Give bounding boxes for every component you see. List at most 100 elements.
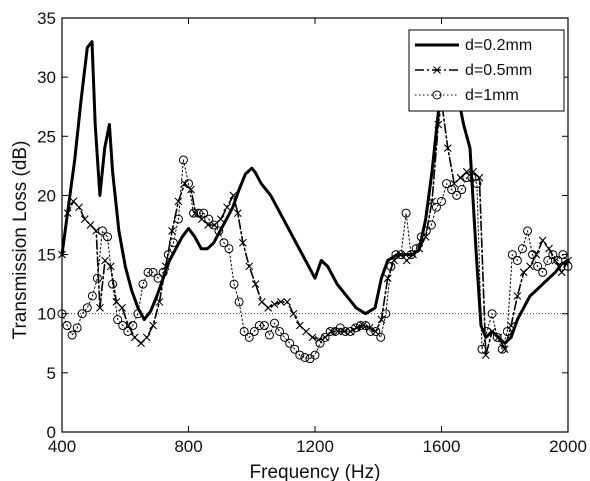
data-point-2 <box>173 214 183 224</box>
data-point-2 <box>123 326 133 336</box>
data-point-1 <box>174 197 183 206</box>
data-point-1 <box>92 227 101 235</box>
data-point-2 <box>416 232 426 242</box>
data-point-1 <box>239 238 247 247</box>
data-point-2 <box>543 255 553 265</box>
data-point-2 <box>189 208 199 218</box>
x-tick-label: 400 <box>48 437 76 456</box>
data-point-2 <box>87 291 97 301</box>
data-point-2 <box>477 344 487 354</box>
data-point-2 <box>325 326 335 336</box>
data-point-2 <box>148 267 158 277</box>
data-point-2 <box>234 297 244 307</box>
x-tick-label: 2000 <box>549 437 587 456</box>
x-tick-label: 1200 <box>296 437 334 456</box>
data-point-2 <box>502 326 512 336</box>
data-point-2 <box>381 309 391 319</box>
data-point-2 <box>366 326 376 336</box>
data-point-2 <box>199 208 209 218</box>
data-point-1 <box>283 297 292 306</box>
y-tick-label: 5 <box>47 364 56 383</box>
data-point-2 <box>533 261 543 271</box>
x-tick-label: 1600 <box>423 437 461 456</box>
data-point-1 <box>229 191 238 200</box>
data-point-2 <box>548 250 558 260</box>
data-point-1 <box>302 327 311 336</box>
data-point-2 <box>113 315 123 325</box>
data-point-2 <box>340 326 350 336</box>
legend-marker-1 <box>433 66 441 74</box>
data-point-2 <box>482 326 492 336</box>
data-point-1 <box>96 303 104 312</box>
data-point-1 <box>149 321 157 330</box>
data-point-2 <box>386 261 396 271</box>
data-point-2 <box>391 250 401 260</box>
data-point-2 <box>472 179 482 189</box>
data-point-2 <box>280 332 290 342</box>
data-point-2 <box>118 321 128 331</box>
data-point-2 <box>219 238 229 248</box>
data-point-2 <box>72 323 82 333</box>
data-point-2 <box>244 332 254 342</box>
data-point-1 <box>295 321 304 330</box>
series-1 <box>58 96 572 360</box>
data-point-2 <box>538 267 548 277</box>
data-point-2 <box>426 220 436 230</box>
axes-layer: 400 800 1200 1600 2000 0 5 10 15 20 25 30 35 <box>37 9 587 456</box>
data-point-2 <box>249 326 259 336</box>
data-point-2 <box>62 321 72 331</box>
data-point-2 <box>214 226 224 236</box>
data-point-2 <box>67 330 77 340</box>
data-point-2 <box>224 244 234 254</box>
data-point-2 <box>376 332 386 342</box>
data-point-1 <box>75 203 83 212</box>
data-point-1 <box>557 268 566 277</box>
data-point-2 <box>320 332 330 342</box>
data-point-1 <box>245 262 254 271</box>
data-point-2 <box>92 273 102 283</box>
data-point-1 <box>434 120 443 129</box>
data-point-2 <box>128 321 138 331</box>
data-point-2 <box>396 250 406 260</box>
data-point-2 <box>462 173 472 183</box>
data-point-2 <box>133 309 143 319</box>
data-point-2 <box>517 244 527 254</box>
data-point-2 <box>178 155 188 165</box>
data-point-2 <box>153 273 163 283</box>
data-point-2 <box>467 173 477 183</box>
data-point-2 <box>290 344 300 354</box>
data-point-1 <box>526 262 534 271</box>
legend-label-2: d=1mm <box>465 87 519 104</box>
data-point-2 <box>138 279 148 289</box>
data-point-2 <box>512 255 522 265</box>
data-point-1 <box>519 268 528 277</box>
data-point-1 <box>168 227 176 235</box>
data-point-1 <box>415 244 424 253</box>
data-point-1 <box>270 300 279 309</box>
data-point-2 <box>259 321 269 331</box>
data-point-2 <box>523 226 533 236</box>
data-point-2 <box>411 244 421 254</box>
data-point-2 <box>421 226 431 236</box>
data-point-1 <box>456 173 465 182</box>
data-point-2 <box>82 303 92 313</box>
data-point-1 <box>118 303 126 312</box>
data-point-2 <box>103 232 113 242</box>
data-point-2 <box>184 179 193 189</box>
data-point-2 <box>239 326 249 336</box>
data-point-2 <box>108 279 118 289</box>
data-point-1 <box>276 297 285 306</box>
data-point-2 <box>553 255 563 265</box>
data-point-2 <box>270 318 280 328</box>
data-point-2 <box>77 309 87 319</box>
data-point-1 <box>513 292 522 300</box>
data-point-2 <box>406 250 416 260</box>
y-tick-label: 35 <box>37 9 56 28</box>
data-point-2 <box>310 350 320 360</box>
data-point-2 <box>143 267 153 277</box>
data-point-1 <box>289 309 298 318</box>
data-point-1 <box>63 209 72 218</box>
legend-label-0: d=0.2mm <box>465 37 532 54</box>
data-point-2 <box>295 350 305 360</box>
data-point-1 <box>257 297 266 306</box>
